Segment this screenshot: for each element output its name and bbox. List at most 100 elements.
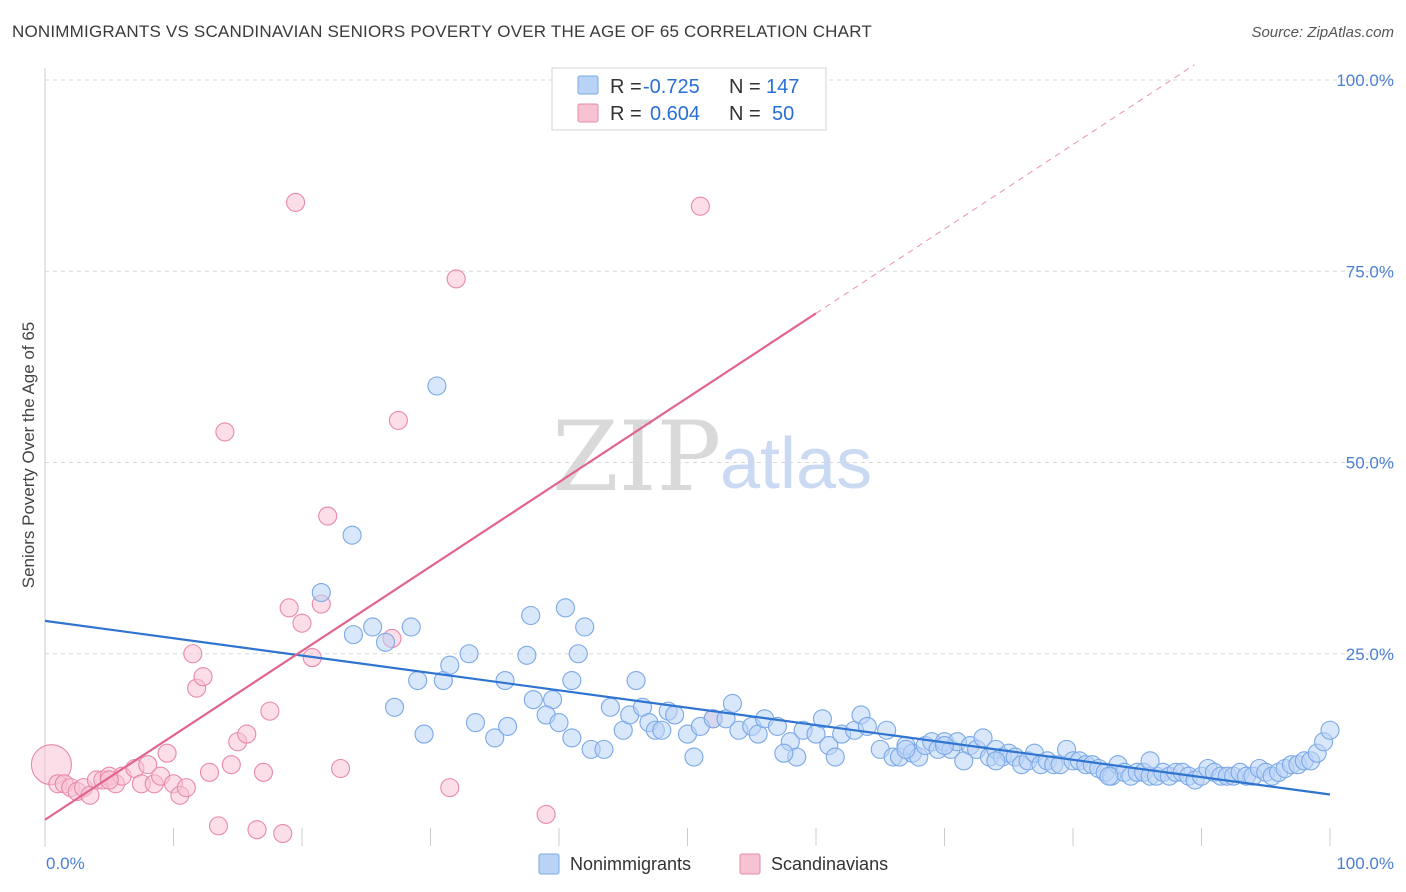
nonimmigrants-point	[934, 735, 955, 756]
scandinavians-point	[388, 410, 408, 430]
scandinavians-trend-extension	[815, 64, 1195, 314]
nonimmigrants-point	[485, 728, 505, 748]
scandinavians-point	[279, 598, 299, 618]
nonimmigrants-point	[600, 697, 620, 717]
chart-title: NONIMMIGRANTS VS SCANDINAVIAN SENIORS PO…	[12, 22, 872, 41]
nonimmigrants-point	[311, 582, 331, 603]
nonimmigrants-point	[342, 525, 362, 545]
scandinavians-point	[286, 192, 306, 212]
legend-n-value-2: 50	[772, 103, 794, 125]
nonimmigrants-point	[401, 617, 421, 637]
nonimmigrants-point	[767, 716, 788, 736]
nonimmigrants-point	[1320, 720, 1340, 740]
legend-n-label-1: N =	[729, 76, 761, 98]
nonimmigrants-point	[523, 690, 543, 710]
scandinavians-point	[260, 701, 280, 721]
nonimmigrants-point	[665, 705, 685, 725]
nonimmigrants-point	[384, 697, 405, 717]
scandinavians-points	[30, 70, 723, 844]
nonimmigrants-point	[652, 720, 672, 740]
bottom-legend-nonimmigrants: Nonimmigrants	[570, 854, 691, 874]
legend-r-value-2: 0.604	[650, 103, 700, 125]
bottom-legend-swatch-pink	[739, 853, 761, 875]
scandinavians-point	[193, 667, 213, 687]
scandinavians-point	[536, 804, 556, 824]
scandinavians-point	[446, 269, 466, 289]
nonimmigrants-point	[427, 376, 447, 396]
nonimmigrants-point	[986, 751, 1006, 771]
nonimmigrants-point	[774, 743, 794, 763]
legend-r-value-1: -0.725	[643, 76, 700, 98]
nonimmigrants-point	[517, 645, 537, 665]
nonimmigrants-point	[459, 644, 479, 664]
x-tick-label-max: 100.0%	[1336, 854, 1394, 873]
scandinavians-point	[292, 613, 312, 633]
watermark: ZIP atlas	[552, 401, 872, 513]
nonimmigrants-points	[311, 376, 1340, 790]
nonimmigrants-point	[465, 713, 486, 733]
nonimmigrants-point	[594, 739, 614, 759]
x-tick-label-min: 0.0%	[46, 854, 85, 873]
nonimmigrants-point	[562, 670, 582, 691]
nonimmigrants-point	[440, 655, 460, 675]
watermark-zip: ZIP	[552, 401, 721, 513]
nonimmigrants-point	[825, 747, 845, 767]
bottom-legend-swatch-blue	[538, 853, 560, 875]
bottom-legend-scandinavians: Scandinavians	[771, 854, 888, 874]
nonimmigrants-point	[498, 716, 518, 736]
nonimmigrants-point	[575, 617, 595, 637]
scandinavians-point	[176, 778, 196, 798]
nonimmigrants-point	[408, 670, 428, 691]
stats-legend: R = -0.725 N = 147 R = 0.604 N = 50	[551, 67, 827, 131]
nonimmigrants-point	[1099, 766, 1119, 786]
scandinavians-point	[208, 816, 229, 836]
nonimmigrants-point	[1140, 751, 1160, 771]
nonimmigrants-point	[626, 670, 646, 691]
series-legend: Nonimmigrants Scandinavians	[538, 853, 888, 875]
nonimmigrants-trend-line	[44, 619, 1331, 796]
nonimmigrants-point	[896, 739, 916, 759]
nonimmigrants-point	[521, 605, 541, 626]
source-label: Source: ZipAtlas.com	[1251, 24, 1394, 41]
legend-n-label-2: N =	[729, 103, 761, 125]
scandinavians-point	[690, 196, 710, 216]
scandinavians-point	[138, 755, 158, 775]
scandinavians-point	[440, 778, 460, 798]
scandinavians-point	[199, 762, 220, 782]
legend-swatch-blue	[577, 75, 599, 95]
nonimmigrants-point	[549, 713, 569, 733]
scandinavians-point	[318, 506, 338, 526]
scandinavians-point	[253, 762, 274, 782]
y-tick-label: 100.0%	[1336, 71, 1394, 90]
scandinavians-point	[221, 755, 241, 775]
scandinavians-point	[330, 758, 351, 779]
nonimmigrants-point	[375, 632, 396, 652]
trend-lines	[44, 64, 1331, 821]
legend-n-value-1: 147	[766, 76, 799, 98]
nonimmigrants-point	[562, 728, 582, 748]
nonimmigrants-point	[684, 747, 704, 767]
y-tick-label: 75.0%	[1346, 262, 1394, 281]
scandinavians-point	[215, 422, 235, 442]
scandinavians-point	[247, 820, 267, 840]
legend-r-label-2: R =	[610, 103, 642, 125]
nonimmigrants-point	[343, 625, 363, 645]
scandinavians-point	[273, 823, 293, 844]
scandinavians-trend-line	[44, 312, 817, 821]
scandinavians-point	[183, 644, 203, 664]
nonimmigrants-point	[568, 644, 588, 664]
nonimmigrants-point	[495, 670, 515, 691]
nonimmigrants-point	[722, 693, 743, 714]
nonimmigrants-point	[555, 598, 575, 618]
y-tick-label: 25.0%	[1346, 645, 1394, 664]
nonimmigrants-point	[363, 617, 383, 637]
scandinavians-point	[157, 743, 177, 763]
watermark-atlas: atlas	[720, 424, 872, 504]
y-axis-label: Seniors Poverty Over the Age of 65	[19, 322, 38, 588]
y-axis-tick-labels: 25.0% 50.0% 75.0% 100.0%	[1336, 71, 1394, 664]
y-tick-label: 50.0%	[1346, 454, 1394, 473]
nonimmigrants-point	[812, 709, 832, 729]
gridlines	[45, 79, 1393, 655]
legend-r-label-1: R =	[610, 76, 642, 98]
